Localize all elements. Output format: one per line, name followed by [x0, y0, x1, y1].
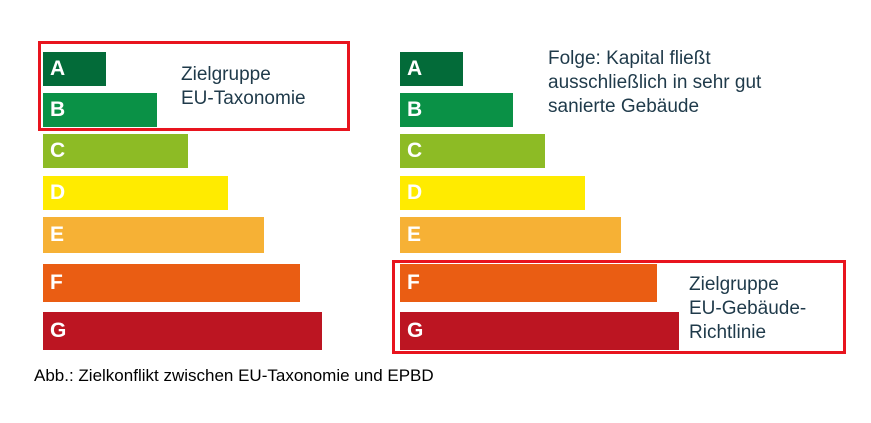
left-class-bar-e: E [43, 217, 264, 253]
right-label-line-2: EU-Gebäude- [689, 298, 807, 319]
right-class-label-f: F [407, 271, 420, 294]
left-class-label-c: C [50, 139, 66, 162]
right-label-line-3: Richtlinie [689, 322, 767, 343]
right-class-label-b: B [407, 98, 423, 121]
right-class-bar-c: C [400, 134, 545, 168]
left-highlight-box [38, 41, 350, 131]
right-note-line-1: Folge: Kapital fließt [548, 48, 711, 69]
left-class-label-e: E [50, 223, 65, 246]
left-class-bar-c: C [43, 134, 188, 168]
right-class-label-c: C [407, 139, 423, 162]
left-class-label-a: A [50, 57, 66, 80]
right-label-line-1: Zielgruppe [689, 274, 779, 295]
left-label-line-2: EU-Taxonomie [181, 88, 306, 109]
left-highlight-label: Zielgruppe EU-Taxonomie [181, 63, 306, 111]
right-highlight-box [392, 260, 846, 354]
left-class-bar-a: A [43, 52, 106, 86]
right-note-line-3: sanierte Gebäude [548, 96, 700, 117]
left-class-bar-b: B [43, 93, 157, 127]
right-class-bar-f: F [400, 264, 657, 302]
left-class-label-b: B [50, 98, 66, 121]
right-note-line-2: ausschließlich in sehr gut [548, 72, 762, 93]
right-class-bar-b: B [400, 93, 513, 127]
left-class-label-g: G [50, 319, 67, 342]
right-class-bar-e: E [400, 217, 621, 253]
right-class-label-d: D [407, 181, 423, 204]
left-class-label-f: F [50, 271, 63, 294]
left-class-bar-d: D [43, 176, 228, 210]
left-label-line-1: Zielgruppe [181, 64, 271, 85]
right-class-label-a: A [407, 57, 423, 80]
right-highlight-label: Zielgruppe EU-Gebäude- Richtlinie [689, 273, 806, 345]
right-class-bar-a: A [400, 52, 463, 86]
left-class-label-d: D [50, 181, 66, 204]
right-class-label-g: G [407, 319, 424, 342]
left-class-bar-g: G [43, 312, 322, 350]
left-class-bar-f: F [43, 264, 300, 302]
right-class-label-e: E [407, 223, 422, 246]
right-note: Folge: Kapital fließt ausschließlich in … [548, 47, 761, 119]
right-class-bar-d: D [400, 176, 585, 210]
right-class-bar-g: G [400, 312, 679, 350]
figure-caption: Abb.: Zielkonflikt zwischen EU-Taxonomie… [34, 366, 434, 385]
